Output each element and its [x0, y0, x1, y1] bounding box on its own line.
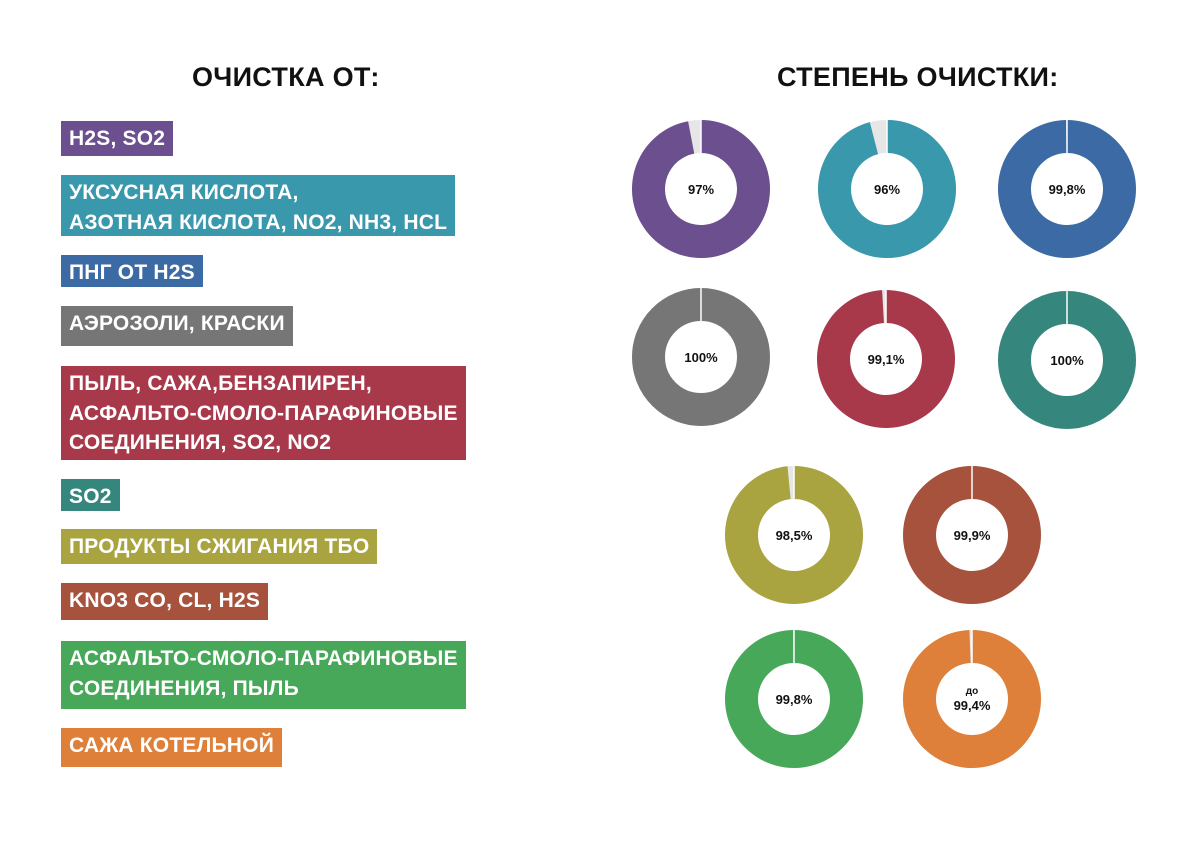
donut-value-text: 99,8% [775, 691, 813, 707]
pollutant-label: ПЫЛЬ, САЖА,БЕНЗАПИРЕН, АСФАЛЬТО-СМОЛО-ПАР… [61, 366, 466, 460]
pollutant-label-line: SO2 [69, 485, 112, 508]
pollutant-label-line: ПНГ ОТ H2S [69, 261, 195, 284]
donut-value-text: 100% [1050, 352, 1084, 368]
donut-chart: 98,5% [725, 466, 863, 604]
donut-value-label: 98,5% [725, 466, 863, 604]
donut-value-text: 96% [873, 181, 901, 197]
donut-value-arc [725, 466, 863, 604]
pollutant-label-line: H2S, SO2 [69, 127, 166, 150]
donut-value-label: 100% [998, 291, 1136, 429]
donut-chart: 99,8% [998, 120, 1136, 258]
donut-value-text: 99,9% [953, 527, 991, 543]
donut-svg [903, 466, 1041, 604]
pollutant-label: SO2 [61, 479, 120, 511]
pollutant-label: KNO3 CO, CL, H2S [61, 583, 269, 620]
donut-value-label: до 99,4% [903, 630, 1041, 768]
donut-svg [632, 120, 770, 258]
donut-chart: 97% [632, 120, 770, 258]
donut-value-arc [818, 120, 956, 258]
donut-chart: 100% [632, 288, 770, 426]
donut-value-arc [903, 466, 1041, 604]
pollutant-label: ПРОДУКТЫ СЖИГАНИЯ ТБО [61, 529, 378, 564]
donut-chart: 100% [998, 291, 1136, 429]
pollutant-label-line: ПРОДУКТЫ СЖИГАНИЯ ТБО [69, 535, 370, 558]
donut-value-label: 100% [632, 288, 770, 426]
donut-chart: 99,8% [725, 630, 863, 768]
pollutant-label-line: АЭРОЗОЛИ, КРАСКИ [69, 312, 285, 335]
donut-value-text: 97% [687, 181, 715, 197]
donut-svg [725, 466, 863, 604]
pollutant-label: УКСУСНАЯ КИСЛОТА, АЗОТНАЯ КИСЛОТА, NO2, N… [61, 175, 456, 236]
pollutant-label: САЖА КОТЕЛЬНОЙ [61, 728, 282, 767]
donut-value-arc [817, 290, 955, 428]
pollutant-label-line: АЗОТНАЯ КИСЛОТА, NO2, NH3, HCL [69, 210, 448, 234]
donut-value-arc [998, 120, 1136, 258]
donut-value-prefix: до [965, 685, 979, 697]
donut-svg [818, 120, 956, 258]
pollutant-label: ПНГ ОТ H2S [61, 255, 203, 287]
donut-chart: 99,1% [817, 290, 955, 428]
donut-value-label: 99,8% [998, 120, 1136, 258]
pollutant-label-list: H2S, SO2 УКСУСНАЯ КИСЛОТА, АЗОТНАЯ КИСЛОТА… [61, 121, 466, 767]
donut-chart: до 99,4% [903, 630, 1041, 768]
donut-chart: 96% [818, 120, 956, 258]
donut-svg [725, 630, 863, 768]
donut-value-arc [903, 630, 1041, 768]
donut-value-label: 99,1% [817, 290, 955, 428]
donut-svg [903, 630, 1041, 768]
pollutant-label: H2S, SO2 [61, 121, 174, 156]
pollutant-label-line: САЖА КОТЕЛЬНОЙ [69, 734, 274, 757]
donut-chart-grid: 97% 96% 99,8% 100% 99,1% 100% 98,5% 99,9% 99,8% д… [600, 0, 1200, 849]
pollutant-label: АЭРОЗОЛИ, КРАСКИ [61, 306, 293, 346]
donut-chart: 99,9% [903, 466, 1041, 604]
donut-value-label: 96% [818, 120, 956, 258]
pollutant-label-line: ПЫЛЬ, САЖА,БЕНЗАПИРЕН, [69, 372, 372, 395]
pollutant-label-line: АСФАЛЬТО-СМОЛО-ПАРАФИНОВЫЕ [69, 401, 458, 425]
pollutant-label-line: KNO3 CO, CL, H2S [69, 589, 261, 612]
pollutant-label-line: СОЕДИНЕНИЯ, ПЫЛЬ [69, 676, 299, 700]
donut-svg [998, 291, 1136, 429]
cleaning-degree-heading: СТЕПЕНЬ ОЧИСТКИ: [777, 62, 1059, 92]
donut-value-label: 97% [632, 120, 770, 258]
pollutant-label-line: СОЕДИНЕНИЯ, SO2, NO2 [69, 431, 332, 454]
donut-value-text: 98,5% [775, 527, 813, 543]
pollutant-label: АСФАЛЬТО-СМОЛО-ПАРАФИНОВЫЕ СОЕДИНЕНИЯ, ПЫ… [61, 641, 466, 709]
donut-value-label: 99,9% [903, 466, 1041, 604]
pollutant-label-line: УКСУСНАЯ КИСЛОТА, [69, 181, 299, 204]
donut-value-arc [632, 120, 770, 258]
pollutant-label-line: АСФАЛЬТО-СМОЛО-ПАРАФИНОВЫЕ [69, 647, 458, 670]
donut-svg [998, 120, 1136, 258]
cleaning-from-heading: ОЧИСТКА ОТ: [192, 62, 380, 92]
donut-value-text: 99,4% [953, 697, 991, 713]
donut-value-text: 100% [684, 349, 718, 365]
donut-svg [632, 288, 770, 426]
donut-value-arc [725, 630, 863, 768]
donut-value-text: 99,1% [867, 351, 905, 367]
donut-value-label: 99,8% [725, 630, 863, 768]
donut-value-text: 99,8% [1048, 181, 1086, 197]
donut-svg [817, 290, 955, 428]
